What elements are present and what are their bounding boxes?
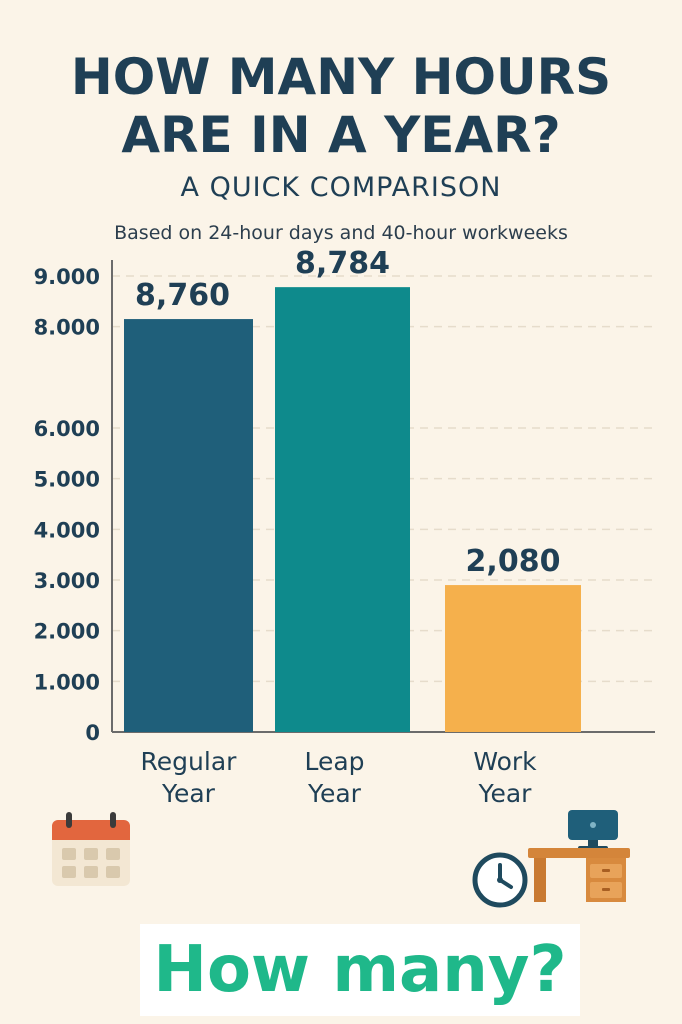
bar-3 — [445, 585, 581, 732]
y-tick-label: 6.000 — [34, 417, 100, 441]
data-label: 2,080 — [466, 544, 561, 579]
x-tick-label: Year — [307, 779, 362, 808]
y-tick-label: 2.000 — [34, 620, 100, 644]
x-tick-label: Year — [161, 779, 216, 808]
title-line-2: ARE IN A YEAR? — [121, 106, 561, 164]
footer-text: How many? — [153, 933, 567, 1007]
x-tick-label: Regular — [141, 747, 238, 776]
clock-icon — [472, 852, 528, 912]
chart-note: Based on 24-hour days and 40-hour workwe… — [114, 222, 568, 244]
data-label: 8,784 — [295, 250, 390, 281]
bar-2 — [275, 287, 410, 732]
title-line-1: HOW MANY HOURS — [70, 48, 612, 106]
y-tick-label: 4.000 — [34, 518, 100, 542]
data-label: 8,760 — [135, 278, 230, 313]
page-title: HOW MANY HOURS ARE IN A YEAR? — [0, 48, 682, 164]
y-tick-label: 0 — [85, 721, 100, 745]
desk-icon — [528, 808, 632, 912]
bar-1 — [124, 319, 253, 732]
page-subtitle: A QUICK COMPARISON — [180, 172, 502, 203]
y-tick-label: 1.000 — [34, 670, 100, 694]
y-tick-label: 3.000 — [34, 569, 100, 593]
monitor-icon — [568, 810, 618, 850]
calendar-icon — [50, 810, 134, 894]
y-tick-label: 5.000 — [34, 468, 100, 492]
y-tick-label: 9.000 — [34, 265, 100, 289]
y-tick-label: 8.000 — [34, 316, 100, 340]
footer-banner: How many? — [140, 924, 580, 1016]
x-tick-label: Work — [473, 747, 537, 776]
x-tick-label: Leap — [304, 747, 364, 776]
bar-chart: 0 1.000 2.000 3.000 4.000 5.000 6.000 8.000 9.00… — [34, 250, 655, 808]
x-tick-label: Year — [478, 779, 533, 808]
